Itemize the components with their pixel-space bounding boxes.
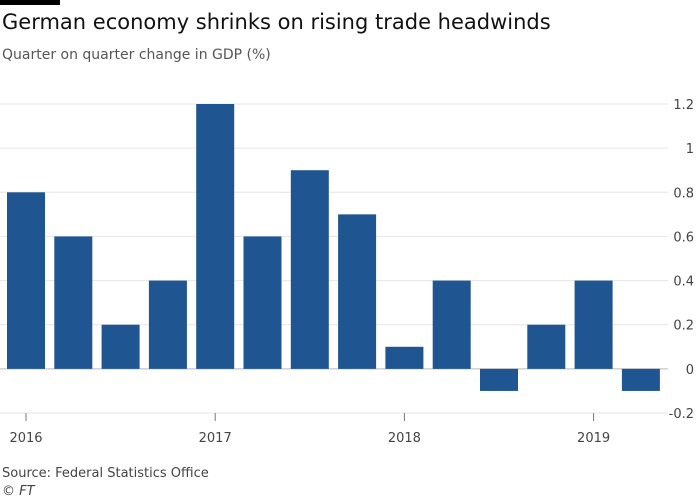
bar <box>338 214 377 369</box>
bar <box>148 280 187 369</box>
bar <box>290 170 329 369</box>
bar <box>7 192 45 369</box>
y-tick-label: -0.2 <box>669 407 694 422</box>
x-tick-label: 2019 <box>577 431 610 446</box>
y-tick-label: 0.4 <box>673 275 694 290</box>
copyright: © FT <box>2 484 35 499</box>
bar <box>574 280 613 369</box>
y-tick-label: 0.6 <box>673 230 694 245</box>
x-tick-label: 2016 <box>9 431 42 446</box>
source-note: Source: Federal Statistics Office <box>2 466 209 481</box>
bar <box>527 324 566 369</box>
bar <box>196 104 235 369</box>
bar <box>621 368 660 391</box>
bar <box>480 368 518 391</box>
x-tick-label: 2017 <box>199 431 232 446</box>
brand-bar <box>0 0 60 5</box>
chart-subtitle: Quarter on quarter change in GDP (%) <box>2 47 271 63</box>
y-tick-label: 1.2 <box>673 98 694 113</box>
y-tick-label: 1 <box>686 142 694 157</box>
chart-title: German economy shrinks on rising trade h… <box>2 10 551 34</box>
y-tick-label: 0 <box>686 363 694 378</box>
bar <box>54 236 93 369</box>
bar <box>432 280 471 369</box>
bar <box>243 236 282 369</box>
y-tick-label: 0.2 <box>673 319 694 334</box>
bar <box>101 324 140 369</box>
bar <box>385 346 424 369</box>
y-tick-label: 0.8 <box>673 186 694 201</box>
x-tick-label: 2018 <box>388 431 421 446</box>
